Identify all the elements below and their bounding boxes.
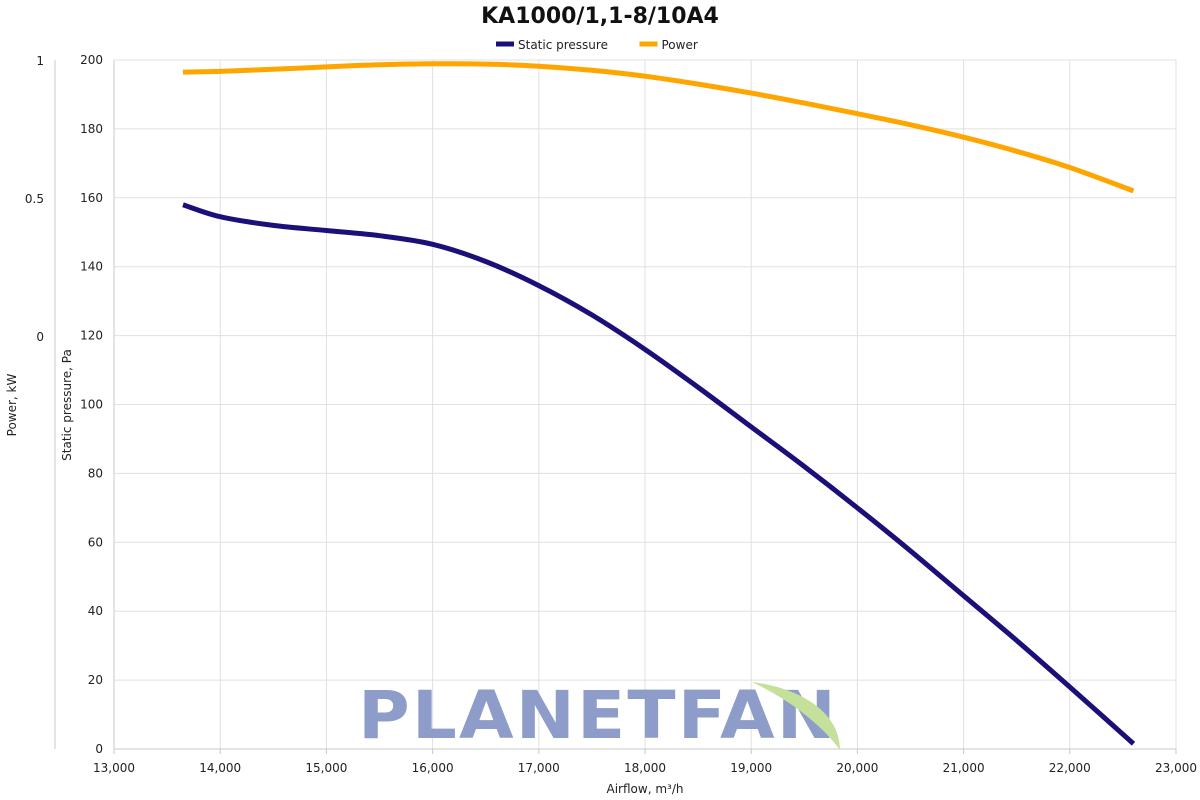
pressure-tick-label: 80	[88, 466, 103, 480]
x-axis-label: Airflow, m³/h	[607, 782, 684, 796]
power-tick-label: 1	[36, 54, 44, 68]
watermark-text: PLANETFAN	[358, 677, 838, 754]
x-axis-ticks: 13,000 14,000 15,000 16,000 17,000 18,000 19,0…	[93, 749, 1197, 775]
pressure-tick-label: 200	[80, 53, 103, 67]
series-line-power	[182, 61, 1135, 194]
x-tick-label: 23,000	[1155, 761, 1197, 775]
legend-label-power: Power	[662, 38, 698, 52]
pressure-tick-label: 40	[88, 604, 103, 618]
planetfan-watermark: PLANETFAN	[358, 677, 840, 754]
x-tick-label: 15,000	[305, 761, 347, 775]
pressure-tick-label: 140	[80, 260, 103, 274]
chart-title: KA1000/1,1-8/10A4	[481, 4, 719, 29]
x-tick-label: 22,000	[1049, 761, 1091, 775]
x-tick-label: 18,000	[624, 761, 666, 775]
pressure-axis-label: Static pressure, Pa	[60, 349, 74, 461]
watermark-leaf-icon	[752, 682, 840, 750]
pressure-tick-label: 100	[80, 398, 103, 412]
x-tick-label: 16,000	[412, 761, 454, 775]
legend: Static pressure Power	[496, 38, 698, 52]
series	[182, 61, 1136, 746]
pressure-tick-label: 180	[80, 122, 103, 136]
pressure-tick-label: 160	[80, 191, 103, 205]
x-tick-label: 21,000	[943, 761, 985, 775]
pressure-tick-label: 120	[80, 329, 103, 343]
x-tick-label: 20,000	[836, 761, 878, 775]
power-tick-label: 0.5	[25, 192, 44, 206]
legend-label-static-pressure: Static pressure	[518, 38, 608, 52]
grid	[113, 59, 1177, 750]
power-axis-ticks: 00.51	[25, 54, 44, 344]
power-tick-label: 0	[36, 330, 44, 344]
pressure-tick-label: 60	[88, 535, 103, 549]
pressure-tick-label: 0	[95, 742, 103, 756]
x-tick-label: 17,000	[518, 761, 560, 775]
pressure-axis-ticks: 0 20 40 60 80 100 120 140 160 180 200	[80, 53, 103, 756]
x-tick-label: 14,000	[199, 761, 241, 775]
series-line-static-pressure	[182, 202, 1136, 746]
x-tick-label: 13,000	[93, 761, 135, 775]
power-axis-label: Power, kW	[5, 374, 19, 437]
pressure-tick-label: 20	[88, 673, 103, 687]
x-tick-label: 19,000	[730, 761, 772, 775]
